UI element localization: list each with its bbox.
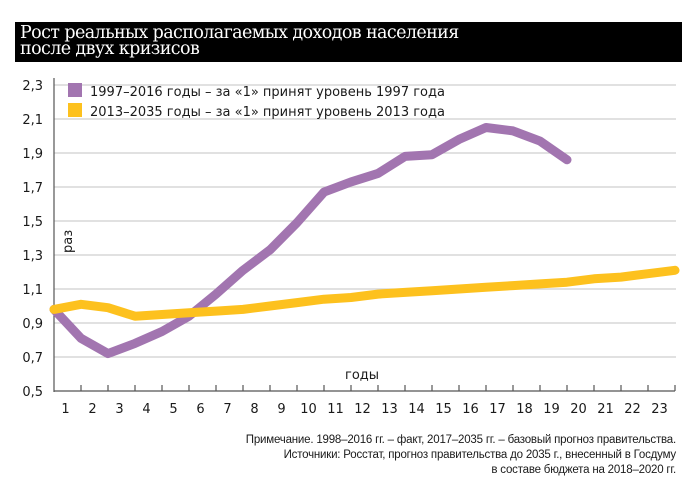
- y-axis-title: раз: [61, 230, 76, 253]
- series-lines: [49, 123, 680, 359]
- y-tick-label: 1,3: [22, 249, 43, 264]
- x-tick-label: 11: [327, 402, 344, 417]
- x-tick-label: 17: [489, 402, 506, 417]
- chart-title-line-1: Рост реальных располагаемых доходов насе…: [20, 23, 459, 43]
- x-tick-label: 1: [61, 402, 69, 417]
- y-tick-label: 2,1: [22, 113, 43, 128]
- sources-line: Источники: Росстат, прогноз правительств…: [283, 449, 677, 461]
- sources-line-2: в составе бюджета на 2018–2020 гг.: [491, 464, 676, 476]
- series-line-1997-2016: [49, 123, 572, 359]
- x-tick-label: 14: [408, 402, 425, 417]
- x-axis: 1 2 3 4 5 6 7 8 9 10 11 12 13 14 15 16 17 18 19 20 21 22 23: [53, 78, 676, 417]
- legend-label-1997-2016: 1997–2016 годы – за «1» принят уровень 1…: [90, 85, 445, 100]
- x-tick-label: 13: [381, 402, 398, 417]
- legend-label-2013-2035: 2013–2035 годы – за «1» принят уровень 2…: [90, 105, 445, 120]
- x-tick-label: 2: [88, 402, 96, 417]
- y-tick-label: 0,7: [22, 351, 43, 366]
- y-tick-label: 0,9: [22, 317, 43, 332]
- y-axis-ticks: 0,5 0,7 0,9 1,1 1,3 1,5 1,7 1,9 2,1 2,3: [22, 79, 43, 400]
- y-tick-label: 1,1: [22, 283, 43, 298]
- x-tick-label: 5: [169, 402, 177, 417]
- x-tick-label: 22: [624, 402, 641, 417]
- x-tick-label: 21: [597, 402, 614, 417]
- x-tick-label: 9: [277, 402, 285, 417]
- gridlines: [54, 84, 676, 358]
- x-tick-label: 3: [115, 402, 123, 417]
- y-tick-label: 1,9: [22, 147, 43, 162]
- chart-title-line-2: после двух кризисов: [20, 39, 200, 59]
- chart-title: Рост реальных располагаемых доходов насе…: [15, 22, 682, 62]
- y-tick-label: 0,5: [22, 385, 43, 400]
- series-line-2013-2035: [49, 265, 680, 321]
- x-tick-label: 7: [223, 402, 231, 417]
- note-line: Примечание. 1998–2016 гг. – факт, 2017–2…: [245, 434, 676, 446]
- x-tick-label: 18: [516, 402, 533, 417]
- x-tick-label: 10: [300, 402, 317, 417]
- x-tick-label: 6: [196, 402, 204, 417]
- x-tick-label: 12: [354, 402, 371, 417]
- legend: 1997–2016 годы – за «1» принят уровень 1…: [68, 83, 445, 120]
- legend-swatch-2013-2035: [68, 103, 82, 117]
- x-tick-label: 19: [543, 402, 560, 417]
- x-tick-label: 16: [462, 402, 479, 417]
- x-tick-label: 15: [435, 402, 452, 417]
- chart-notes: Примечание. 1998–2016 гг. – факт, 2017–2…: [76, 433, 676, 478]
- x-tick-label: 8: [250, 402, 258, 417]
- y-tick-label: 2,3: [22, 79, 43, 94]
- x-tick-label: 4: [142, 402, 150, 417]
- x-axis-title: годы: [345, 368, 379, 383]
- x-tick-label: 23: [651, 402, 668, 417]
- legend-swatch-1997-2016: [68, 83, 82, 97]
- x-tick-label: 20: [570, 402, 587, 417]
- y-tick-label: 1,7: [22, 181, 43, 196]
- y-tick-label: 1,5: [22, 215, 43, 230]
